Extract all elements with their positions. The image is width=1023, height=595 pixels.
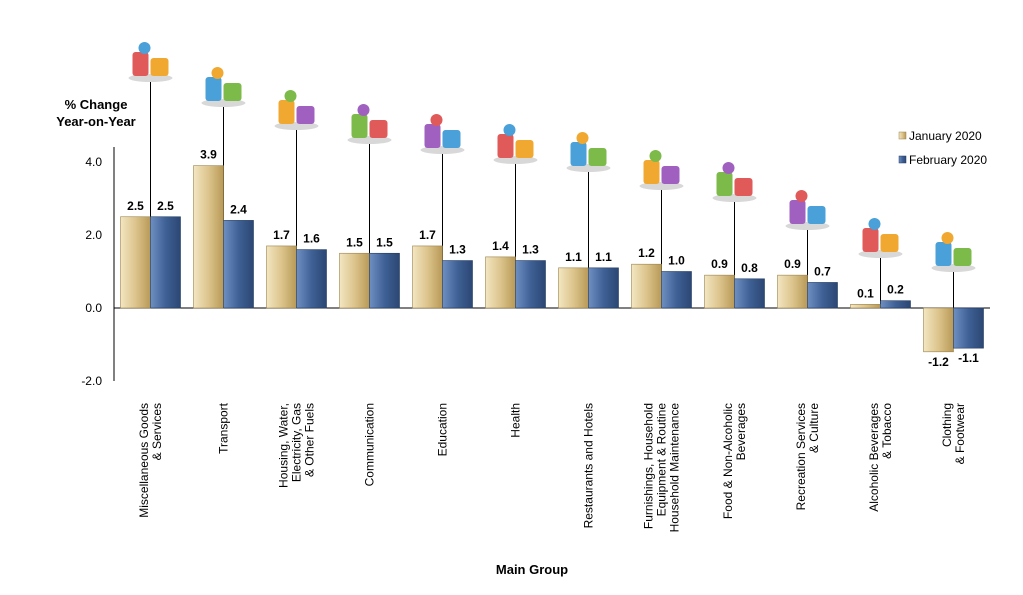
alcohol-tobacco-icon [858,218,903,258]
communication-icon [347,104,392,144]
value-label: 1.3 [522,243,539,257]
category-label: Recreation Services& Culture [794,403,821,511]
bar-february-2020 [807,282,838,309]
value-label: -1.1 [958,351,979,365]
bar-february-2020 [953,307,984,349]
category-icons [128,42,976,272]
category-label: Communication [363,403,377,486]
value-label: 2.5 [127,199,144,213]
y-tick-label: 2.0 [85,228,102,242]
value-label: 0.7 [814,264,831,278]
value-label: 0.9 [784,257,801,271]
value-label: 1.7 [273,228,290,242]
bar-january-2020 [923,307,954,353]
value-label: 0.1 [857,286,874,300]
bar-january-2020 [704,274,735,309]
furnishings-appliances-icon [639,150,684,190]
legend-swatch-january [898,131,907,140]
category-label: Alcoholic Beverages& Tobacco [867,403,894,512]
legend-label-february: February 2020 [909,153,987,167]
bar-february-2020 [734,278,765,309]
value-label: 1.1 [595,250,612,264]
clothing-icon [931,232,976,272]
shopping-icon [128,42,173,82]
value-labels: 2.5 2.5 3.9 2.4 1.7 1.6 1.5 1.5 1.7 1.3 1.4 1.3 1.1 1… [127,148,979,369]
y-tick-label: 0.0 [85,301,102,315]
transport-icon [201,67,246,107]
bar-january-2020 [850,304,881,309]
bar-february-2020 [223,220,254,309]
bar-january-2020 [339,252,370,309]
recreation-icon [785,190,830,230]
bar-february-2020 [880,300,911,309]
bar-january-2020 [558,267,589,309]
bar-february-2020 [442,260,473,309]
value-label: 0.8 [741,261,758,275]
housing-utilities-icon [274,90,319,130]
category-labels: Miscellaneous Goods& Services Transport Ho… [137,402,967,532]
bars [120,165,984,353]
y-tick-label: -2.0 [81,374,102,388]
value-label: 3.9 [200,148,217,162]
value-label: 1.5 [346,235,363,249]
value-label: 2.4 [230,202,247,216]
bar-january-2020 [266,245,297,309]
category-label: Furnishings, HouseholdEquipment & Routin… [642,403,682,533]
bar-january-2020 [777,274,808,309]
category-label: Health [509,403,523,438]
y-axis-ticks: 4.0 2.0 0.0 -2.0 [81,155,102,388]
value-label: 1.5 [376,235,393,249]
bar-february-2020 [296,249,327,309]
value-label: 1.7 [419,228,436,242]
restaurant-building-icon [566,132,611,172]
bar-february-2020 [150,216,181,309]
value-label: 0.2 [887,283,904,297]
category-label: Education [436,403,450,456]
food-basket-icon [712,162,757,202]
health-hospital-icon [493,124,538,164]
y-tick-label: 4.0 [85,155,102,169]
category-label: Restaurants and Hotels [582,403,596,528]
bar-february-2020 [369,252,400,309]
y-axis-title-line-2: Year-on-Year [56,114,136,129]
category-label: Transport [217,402,231,454]
bar-january-2020 [193,165,224,309]
bar-january-2020 [631,263,662,309]
value-label: 1.1 [565,250,582,264]
x-axis-title: Main Group [496,562,568,577]
value-label: 1.0 [668,254,685,268]
value-label: -1.2 [928,355,949,369]
value-label: 2.5 [157,199,174,213]
legend-swatch-february [898,155,907,164]
bar-february-2020 [661,271,692,309]
value-label: 0.9 [711,257,728,271]
category-label: Miscellaneous Goods& Services [137,403,164,518]
legend-label-january: January 2020 [909,129,982,143]
value-label: 1.2 [638,246,655,260]
bar-february-2020 [515,260,546,309]
value-label: 1.4 [492,239,509,253]
bar-january-2020 [485,256,516,309]
icon-leader-lines [150,82,954,308]
category-label: Food & Non-AlcoholicBeverages [721,403,748,519]
value-label: 1.6 [303,232,320,246]
legend: January 2020 February 2020 [898,129,987,167]
category-label: Housing, Water,Electricity, Gas& Other F… [277,403,317,488]
bar-january-2020 [120,216,151,309]
y-axis-title-line-1: % Change [65,97,128,112]
bar-january-2020 [412,245,443,309]
value-label: 1.3 [449,243,466,257]
education-books-icon [420,114,465,154]
category-label: Clothing& Footwear [940,403,967,464]
bar-february-2020 [588,267,619,309]
